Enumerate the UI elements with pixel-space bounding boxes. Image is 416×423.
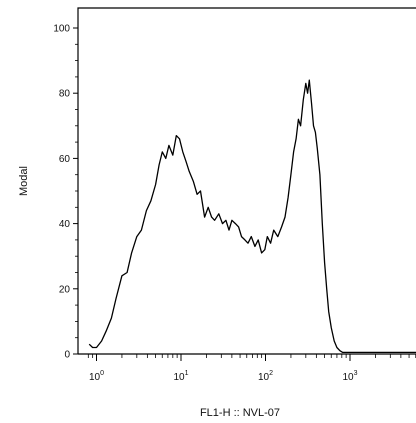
x-tick-label: 100: [89, 370, 104, 383]
y-axis-ticks: 0 20 40 60 80 100: [53, 24, 78, 361]
y-tick-label: 80: [59, 89, 71, 100]
x-tick-label: 101: [173, 370, 188, 383]
y-tick-label: 60: [59, 154, 71, 165]
x-axis-ticks: 100101102103104: [87, 354, 416, 383]
x-axis-label: FL1-H :: NVL-07: [200, 407, 280, 419]
series-line: [88, 79, 416, 354]
y-tick-label: 20: [59, 284, 71, 295]
y-tick-label: 0: [64, 350, 70, 361]
x-tick-label: 103: [342, 370, 357, 383]
plot-frame: [77, 7, 416, 354]
y-axis-label: Modal: [18, 166, 30, 196]
y-tick-label: 40: [59, 219, 71, 230]
x-tick-label: 102: [258, 370, 273, 383]
y-tick-label: 100: [53, 24, 70, 35]
